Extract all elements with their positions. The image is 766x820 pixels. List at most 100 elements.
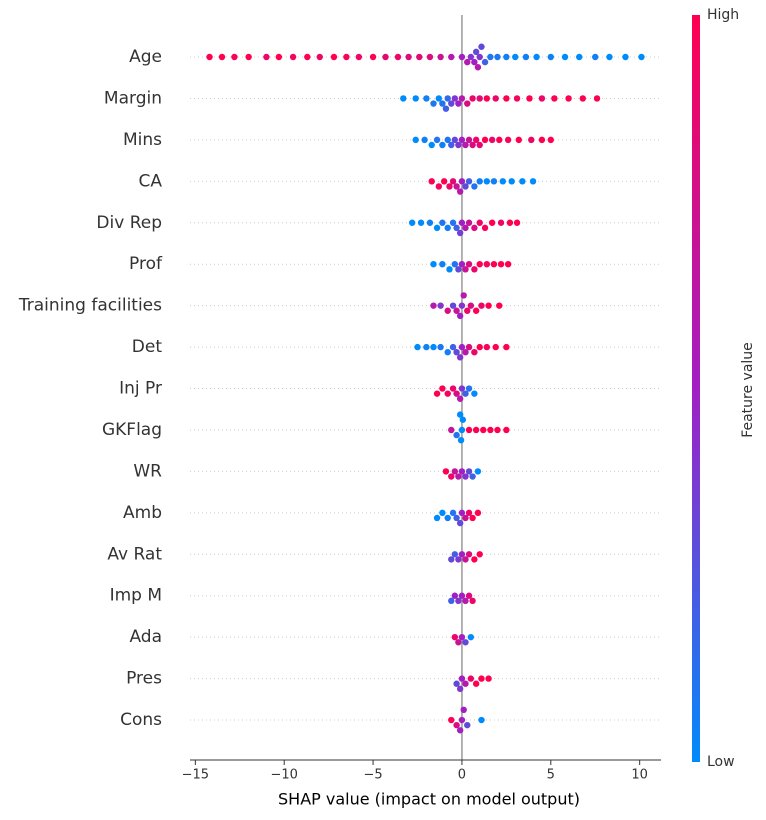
- shap-point: [469, 514, 476, 522]
- shap-point: [455, 473, 462, 480]
- shap-point: [455, 597, 462, 605]
- shap-point: [453, 224, 460, 232]
- shap-point: [435, 95, 443, 102]
- shap-point: [465, 178, 473, 185]
- shap-point: [483, 261, 491, 268]
- shap-point: [456, 395, 464, 402]
- shap-point: [275, 53, 283, 61]
- shap-point: [449, 509, 457, 517]
- shap-point: [444, 224, 451, 232]
- shap-point: [456, 727, 464, 734]
- shap-point: [458, 675, 466, 682]
- shap-point: [464, 721, 471, 729]
- shap-point: [465, 426, 473, 434]
- shap-point: [430, 343, 437, 351]
- shap-point: [437, 343, 444, 351]
- shap-point: [638, 53, 645, 61]
- shap-point: [467, 675, 475, 682]
- shap-point: [439, 261, 446, 268]
- shap-point: [439, 509, 446, 517]
- x-tick-label: −15: [182, 768, 209, 783]
- shap-point: [478, 43, 485, 50]
- shap-point: [483, 178, 491, 185]
- shap-point: [382, 53, 389, 61]
- shap-point: [451, 633, 459, 641]
- shap-point: [481, 136, 489, 144]
- shap-point: [446, 183, 453, 190]
- shap-point: [453, 680, 460, 687]
- shap-point: [263, 53, 270, 61]
- shap-point: [472, 426, 480, 434]
- shap-point: [433, 224, 441, 232]
- shap-point: [423, 95, 430, 102]
- shap-point: [437, 302, 444, 309]
- shap-point: [476, 343, 483, 351]
- colorbar-tick-label: Low: [707, 754, 735, 770]
- shap-point: [451, 551, 459, 558]
- shap-point: [504, 136, 512, 144]
- shap-point: [444, 136, 451, 144]
- shap-point: [483, 95, 491, 102]
- shap-point: [435, 183, 443, 190]
- shap-point: [465, 136, 473, 144]
- shap-point: [304, 53, 311, 61]
- shap-point: [487, 426, 494, 434]
- shap-point: [464, 58, 471, 66]
- shap-point: [417, 219, 425, 226]
- shap-point: [437, 53, 444, 61]
- colorbar-tick-label: High: [707, 7, 739, 23]
- shap-point: [492, 343, 499, 351]
- shap-point: [499, 178, 507, 185]
- shap-point: [561, 53, 569, 61]
- shap-point: [462, 266, 469, 273]
- shap-point: [474, 509, 482, 517]
- feature-label: GKFlag: [102, 420, 162, 440]
- feature-label: Margin: [104, 88, 162, 108]
- shap-point: [448, 597, 455, 605]
- shap-point: [330, 53, 338, 61]
- shap-point: [448, 556, 455, 563]
- shap-point: [606, 53, 613, 61]
- shap-point: [449, 178, 457, 185]
- shap-point: [455, 556, 462, 563]
- shap-point: [458, 136, 466, 144]
- shap-point: [515, 136, 523, 144]
- shap-point: [503, 53, 510, 61]
- shap-point: [439, 141, 446, 149]
- shap-point: [464, 100, 471, 107]
- x-tick-label: 10: [631, 768, 648, 783]
- shap-point: [405, 53, 412, 61]
- shap-point: [456, 519, 464, 527]
- shap-point: [423, 343, 430, 351]
- feature-label: WR: [133, 461, 162, 481]
- x-axis-label: SHAP value (impact on model output): [278, 790, 580, 809]
- shap-point: [476, 141, 483, 149]
- shap-point: [457, 437, 465, 444]
- feature-label: CA: [139, 171, 163, 191]
- shap-point: [538, 136, 546, 144]
- shap-point: [458, 592, 466, 599]
- shap-point: [471, 224, 478, 232]
- shap-point: [471, 556, 478, 563]
- shap-point: [476, 95, 483, 102]
- shap-point: [412, 95, 419, 102]
- colorbar: [692, 15, 700, 762]
- shap-point: [462, 639, 469, 646]
- shap-point: [442, 105, 450, 112]
- shap-point: [458, 633, 466, 641]
- shap-point: [458, 468, 466, 475]
- shap-point: [576, 53, 583, 61]
- shap-point: [451, 592, 459, 599]
- shap-point: [448, 473, 455, 480]
- shap-point: [462, 473, 469, 480]
- shap-point: [430, 100, 437, 107]
- shap-point: [206, 53, 213, 61]
- shap-point: [592, 53, 599, 61]
- shap-point: [487, 53, 494, 61]
- shap-point: [476, 53, 483, 61]
- shap-point: [462, 597, 469, 605]
- shap-point: [456, 411, 464, 418]
- shap-point: [483, 343, 491, 351]
- shap-point: [464, 307, 471, 314]
- shap-point: [497, 219, 505, 226]
